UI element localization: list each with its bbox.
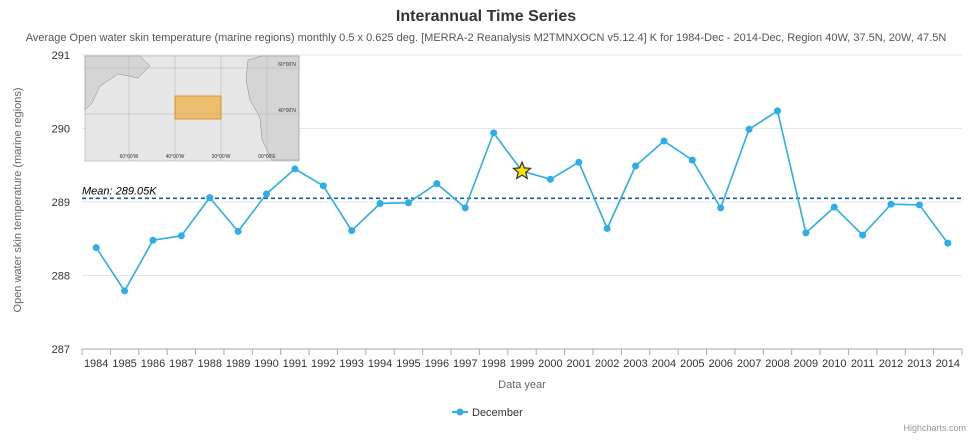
data-point[interactable] (461, 204, 469, 212)
data-point[interactable] (149, 236, 157, 244)
data-point[interactable] (773, 107, 781, 115)
mean-label: Mean: 289.05K (82, 185, 157, 197)
data-point[interactable] (717, 204, 725, 212)
data-point[interactable] (859, 231, 867, 239)
x-tick-label: 1991 (283, 358, 307, 370)
y-axis-ticks: 287 288 289 290 291 (52, 50, 70, 356)
x-tick-label: 2006 (708, 358, 732, 370)
inset-map-lon-label: 00°00'E (258, 154, 276, 160)
inset-map-lat-label: 60°00'N (278, 62, 296, 68)
data-point[interactable] (319, 182, 327, 190)
y-axis-title: Open water skin temperature (marine regi… (12, 88, 24, 313)
x-tick-label: 2001 (567, 358, 591, 370)
data-point[interactable] (348, 227, 356, 235)
data-point[interactable] (92, 244, 100, 252)
inset-map: 60°00'W 40°00'W 20°00'W 00°00'E 60°00'N … (84, 55, 300, 162)
x-tick-label: 1994 (368, 358, 392, 370)
x-tick-label: 1992 (311, 358, 335, 370)
x-tick-label: 1999 (510, 358, 534, 370)
legend-series-label[interactable]: December (472, 407, 523, 419)
x-tick-label: 1995 (396, 358, 420, 370)
x-tick-label: 2013 (907, 358, 931, 370)
y-tick-label: 288 (52, 271, 70, 283)
data-point[interactable] (944, 239, 952, 247)
chart-title: Interannual Time Series (396, 8, 576, 25)
data-point[interactable] (688, 156, 696, 164)
x-tick-label: 1996 (425, 358, 449, 370)
data-point[interactable] (490, 129, 498, 137)
x-tick-label: 2009 (794, 358, 818, 370)
chart-subtitle: Average Open water skin temperature (mar… (26, 32, 947, 44)
legend-series-marker (456, 408, 464, 416)
data-point[interactable] (404, 199, 412, 207)
x-tick-label: 2014 (936, 358, 960, 370)
data-point[interactable] (603, 224, 611, 232)
x-axis-ticks: 1984 1985 1986 1987 1988 1989 1990 1991 1992 1993… (81, 349, 963, 370)
data-point[interactable] (121, 287, 129, 295)
x-tick-label: 1993 (339, 358, 363, 370)
data-point[interactable] (887, 200, 895, 208)
inset-map-lat-label: 40°00'N (278, 108, 296, 114)
data-point[interactable] (376, 199, 384, 207)
data-point[interactable] (291, 165, 299, 173)
x-axis-title: Data year (498, 379, 546, 391)
data-point[interactable] (234, 227, 242, 235)
x-tick-label: 2004 (652, 358, 676, 370)
x-tick-label: 2012 (879, 358, 903, 370)
x-tick-label: 1987 (169, 358, 193, 370)
y-tick-label: 289 (52, 197, 70, 209)
y-tick-label: 291 (52, 50, 70, 62)
series-layer (92, 107, 952, 295)
x-tick-label: 2003 (623, 358, 647, 370)
highlight-star-point[interactable] (511, 160, 533, 180)
x-tick-label: 1998 (481, 358, 505, 370)
data-point[interactable] (632, 162, 640, 170)
y-tick-label: 290 (52, 124, 70, 136)
x-tick-label: 1984 (84, 358, 108, 370)
credits-link[interactable]: Highcharts.com (903, 423, 966, 433)
x-tick-label: 1986 (141, 358, 165, 370)
data-point[interactable] (915, 201, 923, 209)
inset-map-landmass (84, 55, 151, 111)
data-point[interactable] (830, 203, 838, 211)
x-tick-label: 2008 (765, 358, 789, 370)
data-point[interactable] (575, 158, 583, 166)
x-tick-label: 1989 (226, 358, 250, 370)
data-point[interactable] (177, 232, 185, 240)
data-point[interactable] (802, 229, 810, 237)
x-tick-label: 2005 (680, 358, 704, 370)
data-point[interactable] (206, 194, 214, 202)
y-tick-label: 287 (52, 344, 70, 356)
inset-map-region (174, 95, 222, 120)
inset-map-lon-label: 40°00'W (166, 154, 185, 160)
x-tick-label: 2010 (822, 358, 846, 370)
x-tick-label: 2000 (538, 358, 562, 370)
data-point[interactable] (546, 175, 554, 183)
inset-map-lon-label: 60°00'W (120, 154, 139, 160)
data-point[interactable] (745, 125, 753, 133)
x-tick-label: 2002 (595, 358, 619, 370)
x-tick-label: 1997 (453, 358, 477, 370)
x-tick-label: 1988 (197, 358, 221, 370)
data-point[interactable] (263, 190, 271, 198)
x-tick-label: 1985 (112, 358, 136, 370)
data-point[interactable] (660, 137, 668, 145)
x-tick-label: 2011 (851, 358, 875, 370)
inset-map-lon-label: 20°00'W (212, 154, 231, 160)
data-point[interactable] (433, 180, 441, 188)
legend[interactable]: December (452, 407, 523, 419)
x-tick-label: 1990 (254, 358, 278, 370)
x-tick-label: 2007 (737, 358, 761, 370)
